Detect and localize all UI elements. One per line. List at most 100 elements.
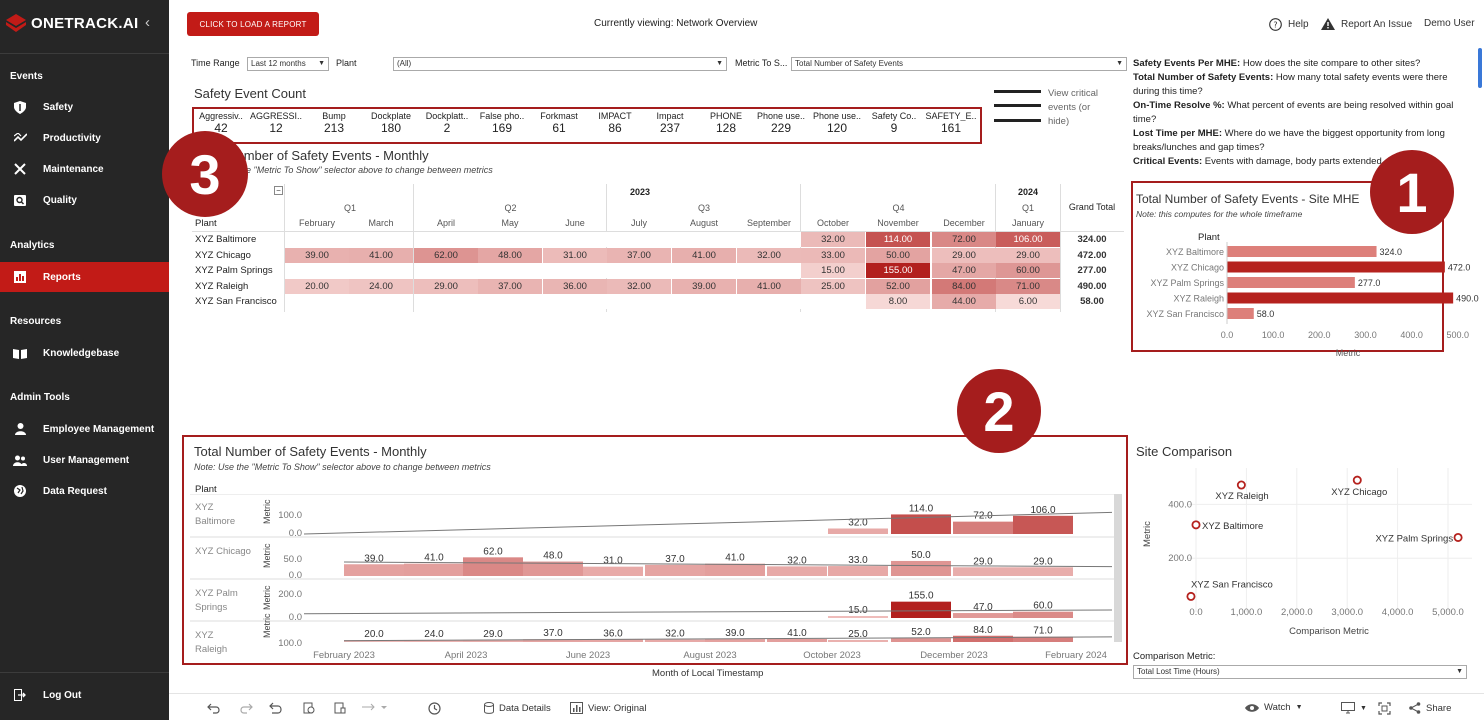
bar[interactable] xyxy=(953,635,1013,642)
event-count-item[interactable]: IMPACT 86 xyxy=(586,111,644,135)
pause-icon[interactable] xyxy=(334,702,346,714)
load-report-button[interactable]: CLICK TO LOAD A REPORT xyxy=(187,12,319,36)
bar[interactable] xyxy=(891,601,951,618)
sidebar-item-user-management[interactable]: User Management xyxy=(0,445,169,475)
bar[interactable] xyxy=(705,563,765,576)
bar[interactable] xyxy=(645,639,705,642)
sidebar-item-safety[interactable]: Safety xyxy=(0,92,169,122)
scatter-point[interactable] xyxy=(1352,475,1362,485)
more-icon[interactable] xyxy=(361,702,387,712)
bar[interactable] xyxy=(344,564,404,576)
event-count-item[interactable]: False pho.. 169 xyxy=(473,111,531,135)
x-tick-label: 2,000.0 xyxy=(1281,607,1313,618)
bar[interactable] xyxy=(1227,308,1254,319)
sidebar-item-productivity[interactable]: Productivity xyxy=(0,123,169,153)
report-issue-link[interactable]: Report An Issue xyxy=(1321,18,1412,30)
logout-button[interactable]: Log Out xyxy=(0,680,169,710)
bar[interactable] xyxy=(891,514,951,534)
time-range-select[interactable]: Last 12 months ▼ xyxy=(247,57,329,71)
event-count-item[interactable]: Phone use.. 120 xyxy=(808,111,866,135)
critical-toggle-text[interactable]: View critical events (or hide) xyxy=(1048,88,1098,127)
sidebar-item-knowledgebase[interactable]: Knowledgebase xyxy=(0,338,169,368)
bar[interactable] xyxy=(828,616,888,618)
bar[interactable] xyxy=(1013,515,1073,534)
undo-icon[interactable] xyxy=(207,702,221,714)
event-count-item[interactable]: Bump 213 xyxy=(305,111,363,135)
event-count-item[interactable]: Dockplate 180 xyxy=(362,111,420,135)
event-count-item[interactable]: AGGRESSI.. 12 xyxy=(247,111,305,135)
bar[interactable] xyxy=(583,566,643,576)
bar[interactable] xyxy=(705,639,765,642)
collapse-toggle[interactable]: − xyxy=(274,186,283,195)
event-count-item[interactable]: PHONE 128 xyxy=(697,111,755,135)
scatter-point[interactable] xyxy=(1453,532,1463,542)
bar[interactable] xyxy=(404,563,464,576)
scatter-point[interactable] xyxy=(1191,520,1201,530)
bar[interactable] xyxy=(645,564,705,576)
view-original-button[interactable]: View: Original xyxy=(570,702,646,714)
bar[interactable] xyxy=(953,567,1013,576)
bar[interactable] xyxy=(463,639,523,642)
bar[interactable] xyxy=(1013,567,1073,576)
trend-line xyxy=(343,561,1113,568)
bar[interactable] xyxy=(891,560,951,576)
sidebar-item-maintenance[interactable]: Maintenance xyxy=(0,154,169,184)
sidebar-item-employee-management[interactable]: Employee Management xyxy=(0,414,169,444)
sidebar-item-reports[interactable]: Reports xyxy=(0,262,169,292)
logo[interactable]: ONETRACK.AI xyxy=(6,13,138,33)
bar[interactable] xyxy=(828,566,888,576)
bar[interactable] xyxy=(1013,611,1073,618)
redo-icon[interactable] xyxy=(239,702,253,714)
table-cell xyxy=(349,232,413,247)
bar[interactable] xyxy=(583,639,643,642)
bar[interactable] xyxy=(953,521,1013,534)
event-count-item[interactable]: Phone use.. 229 xyxy=(752,111,810,135)
quarter-header: Q2 xyxy=(504,203,517,213)
metric-select[interactable]: Total Number of Safety Events ▼ xyxy=(791,57,1127,71)
event-count-item[interactable]: Dockplatt.. 2 xyxy=(418,111,476,135)
user-menu[interactable]: Demo User xyxy=(1424,18,1475,29)
critical-toggle[interactable] xyxy=(994,89,1042,130)
bar[interactable] xyxy=(1227,261,1445,273)
event-count-item[interactable]: SAFETY_E.. 161 xyxy=(922,111,980,135)
bar[interactable] xyxy=(463,557,523,576)
watch-button[interactable]: Watch ▼ xyxy=(1245,702,1303,713)
chart-scrollbar[interactable] xyxy=(1114,494,1122,642)
device-preview-button[interactable]: ▼ xyxy=(1341,702,1367,714)
bar[interactable] xyxy=(404,640,464,642)
quarter-header: Q4 xyxy=(892,203,905,213)
bar[interactable] xyxy=(828,528,888,534)
collapse-sidebar-icon[interactable]: ‹ xyxy=(145,14,150,31)
help-link[interactable]: ? Help xyxy=(1269,18,1309,31)
bar[interactable] xyxy=(891,638,951,642)
history-icon[interactable] xyxy=(428,702,441,715)
bar[interactable] xyxy=(523,639,583,642)
bar[interactable] xyxy=(1227,292,1454,304)
row-plant-label: XYZ Chicago xyxy=(195,546,251,557)
bar[interactable] xyxy=(1227,246,1377,257)
fullscreen-button[interactable] xyxy=(1378,702,1391,715)
event-count-item[interactable]: Aggressiv.. 42 xyxy=(192,111,250,135)
scatter-point[interactable] xyxy=(1236,480,1246,490)
data-details-button[interactable]: Data Details xyxy=(484,702,551,714)
refresh-icon[interactable] xyxy=(303,702,315,714)
scrollbar[interactable] xyxy=(1478,48,1482,88)
event-count-item[interactable]: Impact 237 xyxy=(641,111,699,135)
sidebar-item-quality[interactable]: Quality xyxy=(0,185,169,215)
bar[interactable] xyxy=(767,566,827,576)
bar[interactable] xyxy=(1227,277,1355,288)
scatter-point[interactable] xyxy=(1186,591,1196,601)
bar[interactable] xyxy=(828,640,888,642)
share-button[interactable]: Share xyxy=(1409,702,1451,714)
bar[interactable] xyxy=(953,613,1013,618)
table-cell xyxy=(737,294,801,309)
revert-icon[interactable] xyxy=(269,702,283,714)
event-count-item[interactable]: Safety Co.. 9 xyxy=(865,111,923,135)
plant-select[interactable]: (All) ▼ xyxy=(393,57,727,71)
bar[interactable] xyxy=(1013,636,1073,642)
sidebar-item-data-request[interactable]: Data Request xyxy=(0,476,169,506)
event-count-item[interactable]: Forkmast 61 xyxy=(530,111,588,135)
comparison-metric-select[interactable]: Total Lost Time (Hours) ▼ xyxy=(1133,665,1467,679)
bar[interactable] xyxy=(523,561,583,576)
bar[interactable] xyxy=(767,638,827,642)
